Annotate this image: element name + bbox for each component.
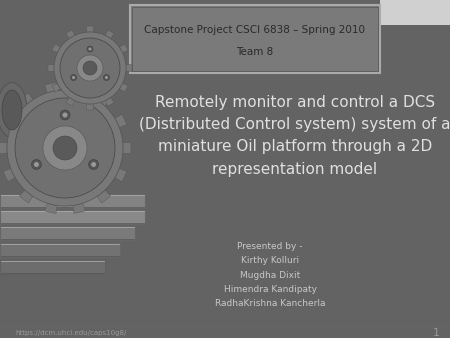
Text: Team 8: Team 8 (236, 47, 274, 57)
Circle shape (54, 32, 126, 104)
Wedge shape (66, 30, 75, 39)
Circle shape (87, 46, 93, 52)
Text: Remotely monitor and control a DCS
(Distributed Control system) system of a
mini: Remotely monitor and control a DCS (Dist… (139, 95, 450, 176)
Ellipse shape (0, 82, 27, 138)
Wedge shape (123, 142, 131, 154)
Circle shape (32, 160, 41, 169)
Circle shape (15, 98, 115, 198)
Circle shape (89, 160, 99, 169)
Wedge shape (3, 114, 15, 127)
Circle shape (60, 38, 120, 98)
Wedge shape (115, 169, 127, 182)
Circle shape (105, 76, 108, 79)
Wedge shape (0, 142, 7, 154)
Circle shape (71, 74, 77, 80)
Text: Presented by -
Kirthy Kolluri
Mugdha Dixit
Himendra Kandipaty
RadhaKrishna Kanch: Presented by - Kirthy Kolluri Mugdha Dix… (215, 242, 325, 308)
Wedge shape (52, 44, 60, 53)
Wedge shape (97, 93, 111, 106)
Wedge shape (45, 82, 57, 93)
Text: 1: 1 (433, 328, 440, 338)
Circle shape (7, 90, 123, 206)
Wedge shape (73, 203, 85, 213)
Bar (0, 194, 145, 208)
Wedge shape (86, 26, 94, 32)
Wedge shape (19, 190, 33, 203)
Circle shape (53, 136, 77, 160)
Circle shape (43, 126, 87, 170)
Text: Capstone Project CSCI 6838 – Spring 2010: Capstone Project CSCI 6838 – Spring 2010 (144, 25, 365, 35)
Circle shape (89, 48, 91, 50)
Wedge shape (97, 190, 111, 203)
Wedge shape (73, 82, 85, 93)
Ellipse shape (2, 90, 22, 130)
Bar (0, 210, 145, 224)
Bar (132, 7, 378, 71)
Wedge shape (105, 30, 114, 39)
Circle shape (63, 113, 68, 118)
Circle shape (60, 110, 70, 120)
Wedge shape (52, 83, 60, 92)
Wedge shape (105, 97, 114, 106)
Bar (130, 5, 380, 73)
Circle shape (91, 162, 96, 167)
Bar (0, 226, 135, 240)
Bar (0, 243, 120, 257)
Circle shape (104, 74, 109, 80)
Circle shape (77, 55, 103, 81)
Circle shape (72, 76, 75, 79)
Wedge shape (19, 93, 33, 106)
Wedge shape (86, 104, 94, 110)
Wedge shape (66, 97, 75, 106)
Wedge shape (45, 203, 57, 213)
Wedge shape (3, 169, 15, 182)
Wedge shape (120, 83, 128, 92)
Bar (380, 0, 450, 25)
Bar (0, 260, 105, 274)
Circle shape (34, 162, 39, 167)
Text: https://dcm.uhcl.edu/caps10g8/: https://dcm.uhcl.edu/caps10g8/ (15, 330, 126, 336)
Wedge shape (120, 44, 128, 53)
Wedge shape (126, 64, 132, 72)
Wedge shape (48, 64, 54, 72)
Circle shape (83, 61, 97, 75)
Wedge shape (115, 114, 127, 127)
